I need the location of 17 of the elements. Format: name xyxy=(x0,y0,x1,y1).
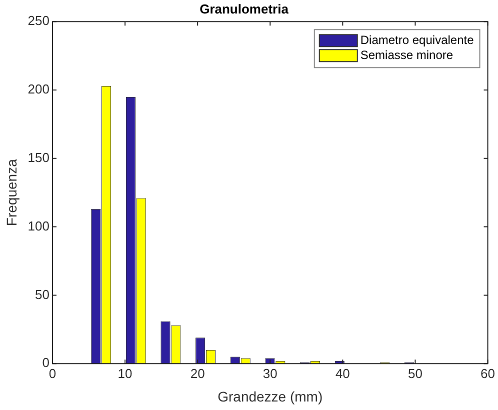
x-tick-label: 30 xyxy=(262,366,278,381)
x-tick-label: 60 xyxy=(480,366,496,381)
x-tick-label: 50 xyxy=(408,366,422,381)
y-tick-label: 0 xyxy=(42,355,50,370)
y-tick-label: 200 xyxy=(28,82,50,97)
x-tick-label: 20 xyxy=(190,366,205,381)
y-axis-title: Frequenza xyxy=(3,158,20,226)
chart-title: Granulometria xyxy=(200,1,290,16)
y-tick-label: 250 xyxy=(28,13,50,28)
x-axis-title: Grandezze (mm) xyxy=(218,388,323,404)
legend-label: Semiasse minore xyxy=(360,48,454,62)
legend-label: Diametro equivalente xyxy=(360,32,474,47)
y-tick-label: 150 xyxy=(28,150,50,165)
x-tick-label: 10 xyxy=(118,366,132,381)
x-tick-label: 40 xyxy=(335,366,350,381)
y-tick-label: 50 xyxy=(35,286,50,302)
y-tick-label: 100 xyxy=(28,218,50,234)
